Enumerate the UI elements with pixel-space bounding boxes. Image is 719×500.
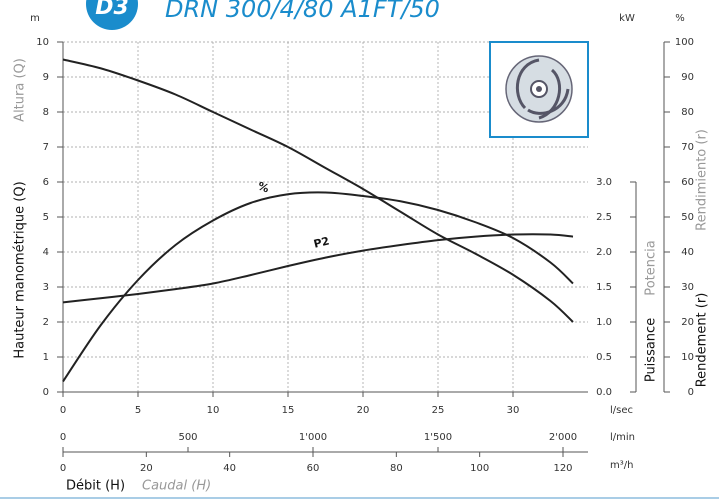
x-unit: l/sec <box>610 405 633 416</box>
x3-tick-label: 20 <box>140 463 153 474</box>
y2-tick-label: 2.5 <box>596 212 612 223</box>
curve-label: % <box>256 179 271 195</box>
logo-badge <box>86 0 138 30</box>
y3-label: Rendement (r) <box>695 293 710 388</box>
y-tick-label: 2 <box>43 317 49 328</box>
x-tick-label: 0 <box>60 405 66 416</box>
x-tick-label: 10 <box>207 405 220 416</box>
x2-unit: l/min <box>610 432 635 443</box>
x2-tick-label: 1'000 <box>299 432 327 443</box>
y3-tick-label: 20 <box>681 317 694 328</box>
y-label: Hauteur manométrique (Q) <box>13 181 28 358</box>
y3-tick-label: 80 <box>681 107 694 118</box>
x3-unit: m³/h <box>610 460 633 471</box>
y3-tick-label: 10 <box>681 352 694 363</box>
x3-tick-label: 100 <box>470 463 489 474</box>
y-tick-label: 5 <box>43 212 49 223</box>
y-tick-label: 7 <box>43 142 49 153</box>
y3-tick-label: 40 <box>681 247 694 258</box>
curve <box>62 58 574 323</box>
y3-tick-label: 100 <box>675 37 694 48</box>
y-tick-label: 6 <box>43 177 49 188</box>
y2-label: Puissance <box>644 318 659 382</box>
x-label-alt: Caudal (H) <box>142 479 211 494</box>
y3-tick-label: 30 <box>681 282 694 293</box>
y2-unit: kW <box>619 13 635 24</box>
x3-tick-label: 120 <box>553 463 572 474</box>
x3-tick-label: 0 <box>60 463 66 474</box>
y2-tick-label: 2.0 <box>596 247 612 258</box>
y3-label-alt: Rendimiento (r) <box>695 129 710 231</box>
y-tick-label: 4 <box>43 247 49 258</box>
chart-title: DRN 300/4/80 A1FT/50 <box>165 0 440 23</box>
y2-tick-label: 1.0 <box>596 317 612 328</box>
y-tick-label: 3 <box>43 282 49 293</box>
x3-tick-label: 40 <box>223 463 236 474</box>
y-tick-label: 10 <box>36 37 49 48</box>
curve <box>62 233 574 304</box>
y3-tick-label: 70 <box>681 142 694 153</box>
y-label-alt: Altura (Q) <box>13 58 28 122</box>
y-tick-label: 1 <box>43 352 49 363</box>
y2-tick-label: 3.0 <box>596 177 612 188</box>
y2-tick-label: 0.0 <box>596 387 612 398</box>
x-tick-label: 5 <box>135 405 141 416</box>
y-tick-label: 0 <box>43 387 49 398</box>
x2-tick-label: 500 <box>178 432 197 443</box>
y-unit: m <box>30 13 40 24</box>
curve <box>62 191 574 383</box>
y3-tick-label: 50 <box>681 212 694 223</box>
y3-unit: % <box>675 13 685 24</box>
x-tick-label: 15 <box>282 405 295 416</box>
y2-label-alt: Potencia <box>644 240 659 295</box>
curve-label: P2 <box>312 234 330 250</box>
y3-tick-label: 0 <box>688 387 694 398</box>
x-label: Débit (H) <box>66 479 125 494</box>
y2-tick-label: 1.5 <box>596 282 612 293</box>
x3-tick-label: 60 <box>307 463 320 474</box>
y-tick-label: 8 <box>43 107 49 118</box>
x2-tick-label: 2'000 <box>549 432 577 443</box>
x-tick-label: 25 <box>432 405 445 416</box>
x-tick-label: 30 <box>507 405 520 416</box>
y2-tick-label: 0.5 <box>596 352 612 363</box>
logo-text: D3 <box>95 0 129 20</box>
x3-tick-label: 80 <box>390 463 403 474</box>
y-tick-label: 9 <box>43 72 49 83</box>
y3-tick-label: 90 <box>681 72 694 83</box>
x-tick-label: 20 <box>357 405 370 416</box>
x2-tick-label: 1'500 <box>424 432 452 443</box>
y3-tick-label: 60 <box>681 177 694 188</box>
x2-tick-label: 0 <box>60 432 66 443</box>
impeller-icon <box>489 41 589 138</box>
